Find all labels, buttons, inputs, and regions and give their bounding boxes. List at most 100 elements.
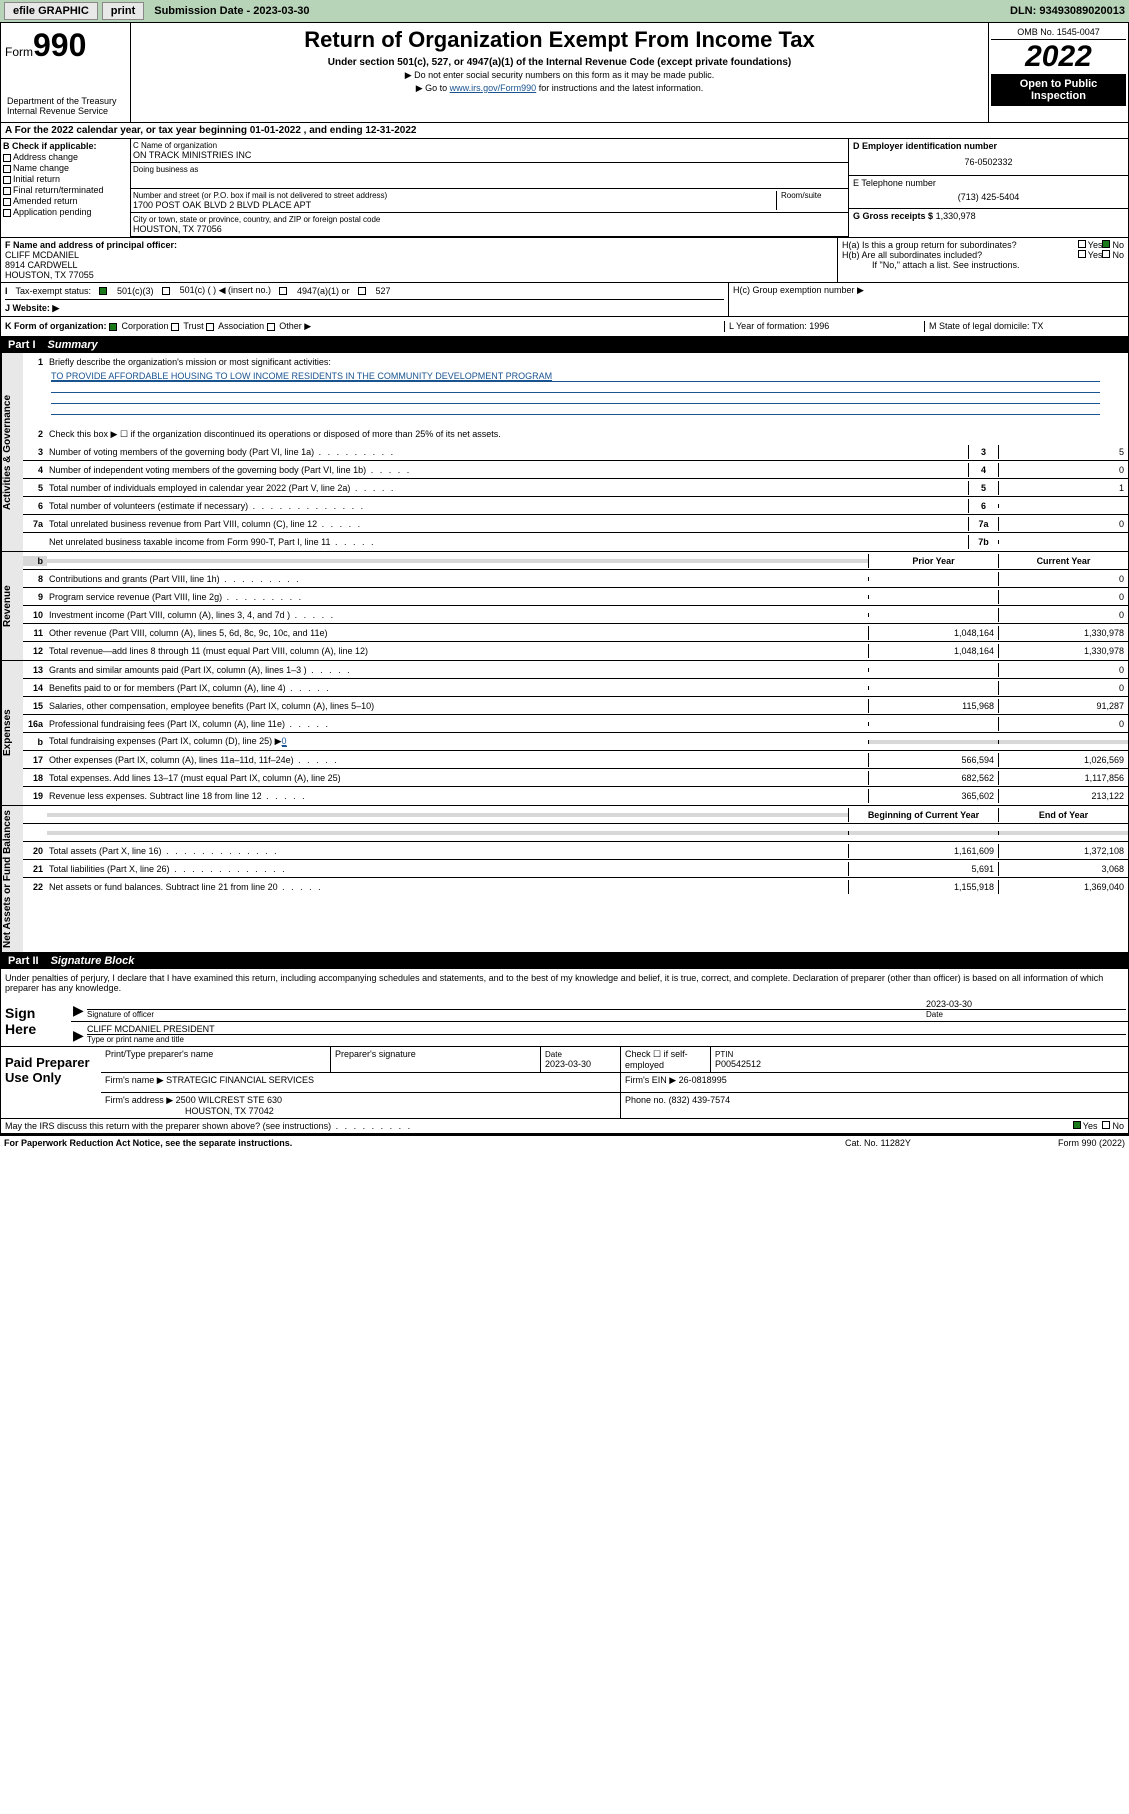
efile-button[interactable]: efile GRAPHIC [4,2,98,20]
open-public-badge: Open to Public Inspection [991,74,1126,106]
line-a-taxyear: A For the 2022 calendar year, or tax yea… [0,123,1129,139]
chk-name-change[interactable]: Name change [3,163,128,173]
line11-cur: 1,330,978 [998,626,1128,640]
line16a-cur: 0 [998,717,1128,731]
ein-value: 76-0502332 [853,151,1124,173]
hb-note: If "No," attach a list. See instructions… [842,260,1124,270]
form-title: Return of Organization Exempt From Incom… [135,27,984,53]
line18-cur: 1,117,856 [998,771,1128,785]
tab-governance: Activities & Governance [1,353,23,551]
city-label: City or town, state or province, country… [133,215,846,224]
self-employed-check[interactable]: Check ☐ if self-employed [621,1047,711,1072]
org-city: HOUSTON, TX 77056 [133,224,846,234]
line5-val: 1 [998,481,1128,495]
department-label: Department of the Treasury Internal Reve… [5,94,126,118]
gross-label: G Gross receipts $ [853,211,933,221]
line3-val: 5 [998,445,1128,459]
line12-prior: 1,048,164 [868,644,998,658]
line19-prior: 365,602 [868,789,998,803]
section-ij: I Tax-exempt status: 501(c)(3) 501(c) ( … [0,283,1129,317]
line15-text: Salaries, other compensation, employee b… [47,699,868,713]
form-footer: Form 990 (2022) [985,1138,1125,1148]
line12-text: Total revenue—add lines 8 through 11 (mu… [47,644,868,658]
form-prefix: Form [5,45,33,59]
line20-end: 1,372,108 [998,844,1128,858]
line4-val: 0 [998,463,1128,477]
ha-label: H(a) Is this a group return for subordin… [842,240,1078,250]
phone-value: (713) 425-5404 [853,188,1124,206]
line22-text: Net assets or fund balances. Subtract li… [47,880,848,894]
paid-preparer-section: Paid Preparer Use Only Print/Type prepar… [1,1046,1128,1118]
ptin-value: P00542512 [715,1059,761,1069]
chk-hb-no[interactable] [1102,250,1110,258]
firm-phone: (832) 439-7574 [669,1095,731,1105]
prior-year-hdr: Prior Year [868,554,998,568]
chk-assoc[interactable] [206,323,214,331]
mission-text[interactable]: TO PROVIDE AFFORDABLE HOUSING TO LOW INC… [51,371,1100,382]
chk-hb-yes[interactable] [1078,250,1086,258]
chk-trust[interactable] [171,323,179,331]
line16b-val[interactable]: 0 [282,736,287,747]
year-formation: L Year of formation: 1996 [724,321,924,332]
chk-discuss-yes[interactable] [1073,1121,1081,1129]
tax-year-box: 2022 [991,40,1126,74]
sig-date-label: Date [926,1009,1126,1019]
firm-addr2: HOUSTON, TX 77042 [105,1106,274,1116]
print-button[interactable]: print [102,2,144,20]
line18-prior: 682,562 [868,771,998,785]
chk-other[interactable] [267,323,275,331]
officer-name: CLIFF MCDANIEL [5,250,833,260]
paid-preparer-label: Paid Preparer Use Only [1,1047,101,1118]
end-year-hdr: End of Year [998,808,1128,822]
top-bar: efile GRAPHIC print Submission Date - 20… [0,0,1129,22]
chk-corp[interactable] [109,323,117,331]
line7a-text: Total unrelated business revenue from Pa… [47,517,968,531]
chk-initial-return[interactable]: Initial return [3,174,128,184]
chk-527[interactable] [358,287,366,295]
line6-val [998,504,1128,508]
line9-cur: 0 [998,590,1128,604]
website-label: Website: ▶ [13,303,60,313]
phone-label: E Telephone number [853,178,1124,188]
line14-text: Benefits paid to or for members (Part IX… [47,681,868,695]
line15-prior: 115,968 [868,699,998,713]
expenses-section: Expenses 13Grants and similar amounts pa… [0,661,1129,806]
omb-number: OMB No. 1545-0047 [991,25,1126,40]
chk-4947[interactable] [279,287,287,295]
section-fh: F Name and address of principal officer:… [0,238,1129,283]
state-domicile: M State of legal domicile: TX [924,321,1124,332]
line5-text: Total number of individuals employed in … [47,481,968,495]
chk-address-change[interactable]: Address change [3,152,128,162]
form-org-label: K Form of organization: [5,321,107,331]
chk-application-pending[interactable]: Application pending [3,207,128,217]
ssn-note: ▶ Do not enter social security numbers o… [135,70,984,81]
chk-ha-no[interactable] [1102,240,1110,248]
line19-text: Revenue less expenses. Subtract line 18 … [47,789,868,803]
section-bcdefg: B Check if applicable: Address change Na… [0,139,1129,238]
chk-discuss-no[interactable] [1102,1121,1110,1129]
line13-cur: 0 [998,663,1128,677]
org-address: 1700 POST OAK BLVD 2 BLVD PLACE APT [133,200,776,210]
discuss-text: May the IRS discuss this return with the… [5,1121,1073,1131]
submission-date: Submission Date - 2023-03-30 [148,5,315,17]
line7b-val [998,540,1128,544]
chk-amended[interactable]: Amended return [3,196,128,206]
line8-cur: 0 [998,572,1128,586]
tab-netassets: Net Assets or Fund Balances [1,806,23,952]
paperwork-notice: For Paperwork Reduction Act Notice, see … [4,1138,845,1148]
line7a-val: 0 [998,517,1128,531]
irs-link[interactable]: www.irs.gov/Form990 [450,83,537,93]
governance-section: Activities & Governance 1Briefly describ… [0,353,1129,552]
chk-ha-yes[interactable] [1078,240,1086,248]
chk-501c[interactable] [162,287,170,295]
line4-text: Number of independent voting members of … [47,463,968,477]
firm-addr1: 2500 WILCREST STE 630 [176,1095,282,1105]
form-subtitle: Under section 501(c), 527, or 4947(a)(1)… [135,57,984,68]
chk-final-return[interactable]: Final return/terminated [3,185,128,195]
officer-addr2: HOUSTON, TX 77055 [5,270,833,280]
chk-501c3[interactable] [99,287,107,295]
line10-cur: 0 [998,608,1128,622]
line2-text: Check this box ▶ ☐ if the organization d… [47,427,1128,442]
signature-block: Under penalties of perjury, I declare th… [0,969,1129,1119]
dln-label: DLN: 93493089020013 [1010,5,1125,17]
